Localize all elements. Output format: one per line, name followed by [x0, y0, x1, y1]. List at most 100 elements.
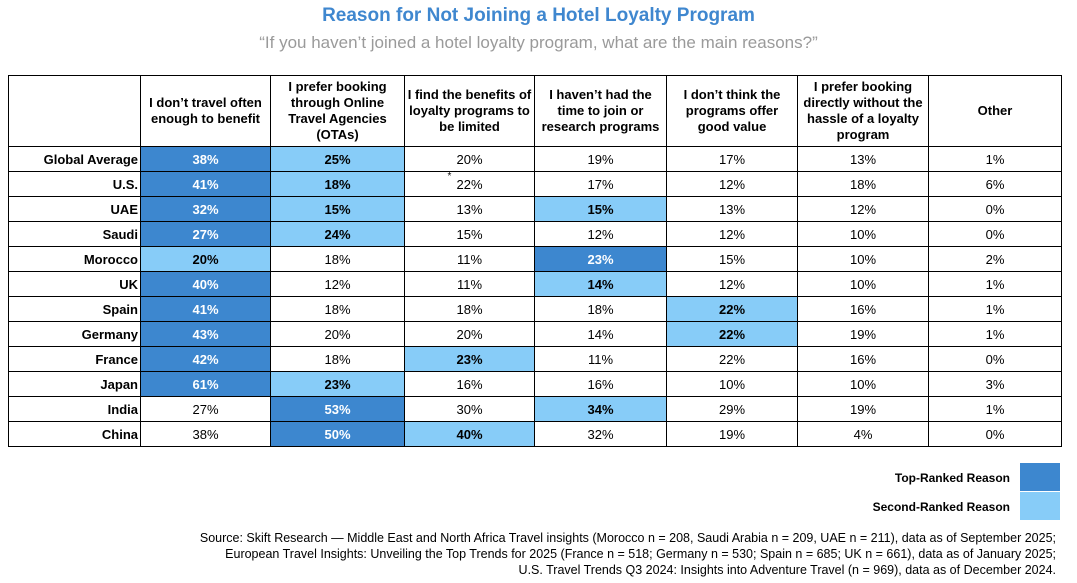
- value-cell: 53%: [270, 396, 405, 422]
- value-cell: 18%: [270, 296, 405, 322]
- value-cell: 0%: [928, 196, 1062, 222]
- value-cell: 27%: [140, 396, 271, 422]
- value-cell: 23%: [534, 246, 667, 272]
- row-label: India: [8, 396, 141, 422]
- table-row: UK 40% 12% 11% 14% 12% 10% 1%: [8, 271, 1062, 297]
- table-row: China 38% 50% 40% 32% 19% 4% 0%: [8, 421, 1062, 447]
- value-cell: 34%: [534, 396, 667, 422]
- row-label: UK: [8, 271, 141, 297]
- value-cell: 2%: [928, 246, 1062, 272]
- value-cell: 11%: [404, 271, 535, 297]
- table-row: Global Average 38% 25% 20% 19% 17% 13% 1%: [8, 146, 1062, 172]
- row-label: UAE: [8, 196, 141, 222]
- value-cell: 41%: [140, 296, 271, 322]
- value-cell: 14%: [534, 271, 667, 297]
- value-cell: 40%: [140, 271, 271, 297]
- value-cell: 0%: [928, 221, 1062, 247]
- legend-top-swatch: [1020, 463, 1060, 491]
- value-cell: 22%: [666, 296, 798, 322]
- value-text: 22%: [456, 176, 483, 192]
- column-header: I haven’t had the time to join or resear…: [534, 75, 667, 147]
- value-cell: 10%: [797, 371, 929, 397]
- value-cell: 27%: [140, 221, 271, 247]
- legend-second-label: Second-Ranked Reason: [872, 500, 1010, 514]
- value-cell: 18%: [270, 246, 405, 272]
- value-cell: 13%: [404, 196, 535, 222]
- value-cell: * 22%: [404, 170, 535, 197]
- column-header: I don’t think the programs offer good va…: [666, 75, 798, 147]
- value-cell: 17%: [534, 171, 667, 197]
- value-cell: 13%: [797, 146, 929, 172]
- value-cell: 16%: [797, 296, 929, 322]
- value-cell: 1%: [928, 271, 1062, 297]
- value-cell: 38%: [140, 421, 271, 447]
- row-label: Japan: [8, 371, 141, 397]
- column-header: Other: [928, 75, 1062, 147]
- value-cell: 4%: [797, 421, 929, 447]
- value-cell: 10%: [797, 246, 929, 272]
- value-cell: 1%: [928, 396, 1062, 422]
- column-header: I prefer booking directly without the ha…: [797, 75, 929, 147]
- source-line: Source: Skift Research — Middle East and…: [199, 531, 1056, 545]
- value-cell: 41%: [140, 171, 271, 197]
- footnote-mark: *: [447, 170, 452, 182]
- value-cell: 15%: [666, 246, 798, 272]
- value-cell: 20%: [140, 246, 271, 272]
- value-cell: 18%: [797, 171, 929, 197]
- value-cell: 14%: [534, 321, 667, 347]
- value-cell: 6%: [928, 171, 1062, 197]
- value-cell: 20%: [404, 146, 535, 172]
- table-row: Germany 43% 20% 20% 14% 22% 19% 1%: [8, 321, 1062, 347]
- source-line: U.S. Travel Trends Q3 2024: Insights int…: [518, 563, 1056, 577]
- value-cell: 12%: [270, 271, 405, 297]
- value-cell: 11%: [534, 346, 667, 372]
- chart-title: Reason for Not Joining a Hotel Loyalty P…: [322, 5, 755, 26]
- value-cell: 24%: [270, 221, 405, 247]
- value-cell: 50%: [270, 421, 405, 447]
- header-corner: [8, 75, 141, 147]
- value-cell: 61%: [140, 371, 271, 397]
- legend-top-label: Top-Ranked Reason: [894, 471, 1010, 485]
- value-cell: 20%: [270, 321, 405, 347]
- value-cell: 32%: [534, 421, 667, 447]
- column-header: I prefer booking through Online Travel A…: [270, 75, 405, 147]
- row-label: Spain: [8, 296, 141, 322]
- value-cell: 3%: [928, 371, 1062, 397]
- value-cell: 11%: [404, 246, 535, 272]
- value-cell: 18%: [270, 171, 405, 197]
- value-cell: 0%: [928, 421, 1062, 447]
- value-cell: 19%: [666, 421, 798, 447]
- value-cell: 16%: [534, 371, 667, 397]
- value-cell: 1%: [928, 296, 1062, 322]
- value-cell: 19%: [534, 146, 667, 172]
- value-cell: 15%: [270, 196, 405, 222]
- value-cell: 18%: [534, 296, 667, 322]
- value-cell: 10%: [666, 371, 798, 397]
- value-cell: 1%: [928, 146, 1062, 172]
- value-cell: 16%: [797, 346, 929, 372]
- row-label: France: [8, 346, 141, 372]
- value-cell: 22%: [666, 321, 798, 347]
- value-cell: 12%: [666, 171, 798, 197]
- table-row: U.S. 41% 18% * 22% 17% 12% 18% 6%: [8, 170, 1062, 197]
- row-label: Morocco: [8, 246, 141, 272]
- value-cell: 12%: [534, 221, 667, 247]
- value-cell: 19%: [797, 396, 929, 422]
- reasons-table: I don’t travel often enough to benefit I…: [8, 75, 1062, 447]
- value-cell: 12%: [666, 271, 798, 297]
- value-cell: 32%: [140, 196, 271, 222]
- row-label: U.S.: [8, 171, 141, 197]
- value-cell: 23%: [404, 346, 535, 372]
- value-cell: 22%: [666, 346, 798, 372]
- row-label: Saudi: [8, 221, 141, 247]
- value-cell: 15%: [404, 221, 535, 247]
- value-cell: 16%: [404, 371, 535, 397]
- table-row: India 27% 53% 30% 34% 29% 19% 1%: [8, 396, 1062, 422]
- table-row: Japan 61% 23% 16% 16% 10% 10% 3%: [8, 371, 1062, 397]
- legend-second-swatch: [1020, 492, 1060, 520]
- value-cell: 15%: [534, 196, 667, 222]
- value-cell: 20%: [404, 321, 535, 347]
- column-header: I don’t travel often enough to benefit: [140, 75, 271, 147]
- table-row: France 42% 18% 23% 11% 22% 16% 0%: [8, 346, 1062, 372]
- value-cell: 19%: [797, 321, 929, 347]
